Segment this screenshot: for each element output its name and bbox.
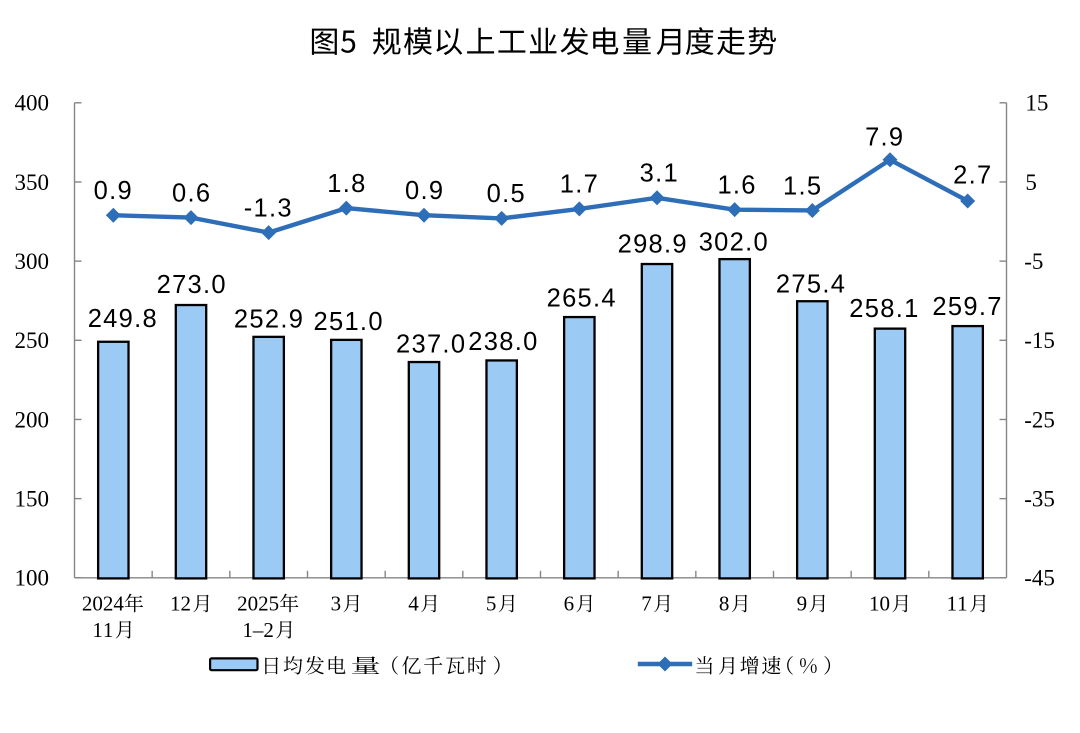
svg-text:0: 0 xyxy=(880,592,891,616)
svg-text:250: 250 xyxy=(15,328,50,353)
svg-text:1: 1 xyxy=(103,618,114,642)
svg-text:300: 300 xyxy=(15,249,50,274)
svg-text:5: 5 xyxy=(269,592,280,616)
svg-text:100: 100 xyxy=(15,566,50,591)
svg-text:1.7: 1.7 xyxy=(560,171,599,199)
svg-text:1: 1 xyxy=(869,592,880,616)
svg-text:8: 8 xyxy=(719,592,730,616)
svg-text:0.9: 0.9 xyxy=(94,177,133,205)
svg-text:1: 1 xyxy=(170,592,181,616)
svg-text:3.1: 3.1 xyxy=(640,160,679,188)
svg-text:275.4: 275.4 xyxy=(776,270,846,298)
svg-text:1: 1 xyxy=(957,592,968,616)
svg-text:–: – xyxy=(252,618,264,642)
svg-text:259.7: 259.7 xyxy=(932,293,1002,321)
svg-text:302.0: 302.0 xyxy=(699,228,769,256)
svg-text:273.0: 273.0 xyxy=(157,271,227,299)
svg-text:-25: -25 xyxy=(1024,407,1055,432)
svg-text:237.0: 237.0 xyxy=(396,330,466,358)
svg-text:2: 2 xyxy=(258,592,269,616)
svg-text:-35: -35 xyxy=(1024,487,1055,512)
svg-text:252.9: 252.9 xyxy=(234,306,304,334)
svg-text:7.9: 7.9 xyxy=(865,124,904,152)
svg-text:350: 350 xyxy=(15,170,50,195)
svg-text:258.1: 258.1 xyxy=(849,295,919,323)
svg-text:-5: -5 xyxy=(1024,249,1043,274)
svg-text:251.0: 251.0 xyxy=(313,308,383,336)
svg-text:1: 1 xyxy=(947,592,958,616)
svg-text:249.8: 249.8 xyxy=(88,305,158,333)
svg-text:298.9: 298.9 xyxy=(618,231,688,259)
svg-text:2: 2 xyxy=(237,592,248,616)
svg-text:15: 15 xyxy=(1025,91,1048,116)
svg-text:9: 9 xyxy=(797,592,808,616)
svg-text:1.5: 1.5 xyxy=(783,172,822,200)
svg-text:1.6: 1.6 xyxy=(717,171,756,199)
svg-text:7: 7 xyxy=(641,592,652,616)
svg-text:3: 3 xyxy=(331,592,342,616)
svg-text:4: 4 xyxy=(113,592,124,616)
svg-text:5: 5 xyxy=(1025,170,1037,195)
svg-text:4: 4 xyxy=(408,592,419,616)
svg-text:0.9: 0.9 xyxy=(405,177,444,205)
svg-text:150: 150 xyxy=(15,487,50,512)
svg-text:0.6: 0.6 xyxy=(172,179,211,207)
svg-text:6: 6 xyxy=(564,592,575,616)
svg-text:5: 5 xyxy=(486,592,497,616)
svg-text:0.5: 0.5 xyxy=(487,180,526,208)
svg-text:1.8: 1.8 xyxy=(327,170,366,198)
svg-text:1: 1 xyxy=(92,618,103,642)
svg-text:1: 1 xyxy=(242,618,253,642)
svg-text:2: 2 xyxy=(82,592,93,616)
svg-text:2.7: 2.7 xyxy=(953,161,992,189)
svg-text:2: 2 xyxy=(181,592,192,616)
svg-text:2: 2 xyxy=(263,618,274,642)
svg-text:-1.3: -1.3 xyxy=(244,194,293,222)
svg-text:0: 0 xyxy=(248,592,259,616)
svg-text:238.0: 238.0 xyxy=(468,328,538,356)
svg-text:0: 0 xyxy=(92,592,103,616)
svg-text:265.4: 265.4 xyxy=(547,285,617,313)
svg-text:400: 400 xyxy=(15,91,50,116)
svg-text:200: 200 xyxy=(15,407,50,432)
svg-text:2: 2 xyxy=(103,592,114,616)
svg-text:-45: -45 xyxy=(1024,566,1055,591)
svg-text:-15: -15 xyxy=(1024,328,1055,353)
